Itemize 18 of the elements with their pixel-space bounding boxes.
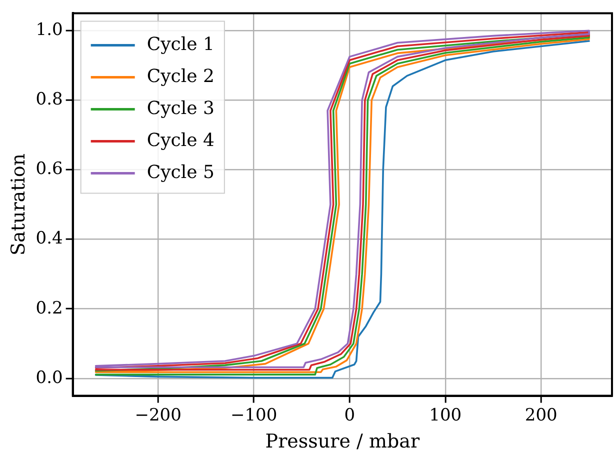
x-tick-label: 200 (524, 405, 558, 426)
y-tick-label: 0.2 (36, 298, 63, 318)
x-tick-label: 0 (344, 405, 356, 426)
y-tick-label: 0.4 (36, 228, 63, 249)
legend-label: Cycle 1 (146, 34, 214, 55)
legend-label: Cycle 5 (146, 162, 214, 183)
y-tick-label: 0.0 (36, 368, 63, 388)
x-axis-title: Pressure / mbar (265, 430, 420, 453)
y-tick-label: 0.6 (36, 159, 63, 180)
legend-label: Cycle 4 (146, 130, 214, 151)
legend-label: Cycle 2 (146, 66, 214, 87)
x-tick-label: −200 (134, 405, 182, 426)
legend-label: Cycle 3 (146, 98, 214, 119)
y-axis-title: Saturation (7, 153, 30, 256)
x-tick-label: 100 (429, 405, 462, 426)
y-tick-label: 1.0 (36, 20, 63, 40)
x-tick-label: −100 (230, 405, 278, 426)
y-tick-label: 0.8 (36, 90, 63, 110)
